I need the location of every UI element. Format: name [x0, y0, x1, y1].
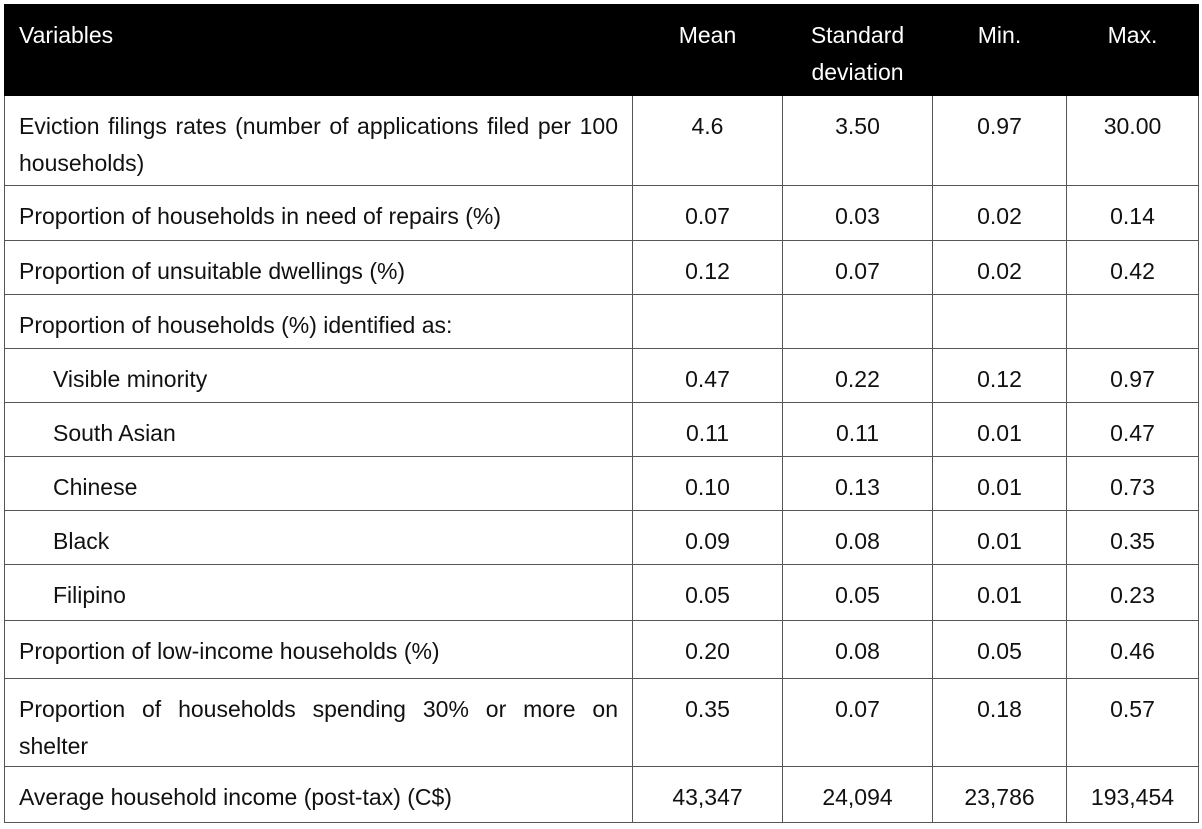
table-row: Visible minority 0.47 0.22 0.12 0.97	[4, 348, 1199, 403]
value-cell	[932, 294, 1067, 349]
table-row: Average household income (post-tax) (C$)…	[4, 766, 1199, 823]
value-cell: 0.08	[782, 620, 933, 679]
value-cell: 0.97	[1066, 348, 1199, 403]
value-cell: 0.05	[782, 564, 933, 621]
header-cell: Standard deviation	[782, 4, 933, 96]
row-label: Proportion of low-income households (%)	[4, 620, 633, 679]
row-label: Visible minority	[4, 348, 633, 403]
table-row: Proportion of households in need of repa…	[4, 185, 1199, 241]
value-cell: 0.35	[1066, 510, 1199, 565]
value-cell: 0.73	[1066, 456, 1199, 511]
value-cell: 0.18	[932, 678, 1067, 767]
value-cell: 4.6	[632, 95, 783, 186]
value-cell: 0.01	[932, 402, 1067, 457]
table-row: Black 0.09 0.08 0.01 0.35	[4, 510, 1199, 565]
header-row: Variables Mean Standard deviation Min. Max.	[4, 4, 1199, 96]
value-cell: 0.01	[932, 456, 1067, 511]
value-cell: 0.14	[1066, 185, 1199, 241]
table-row: South Asian 0.11 0.11 0.01 0.47	[4, 402, 1199, 457]
value-cell: 3.50	[782, 95, 933, 186]
row-label: Proportion of households (%) identified …	[4, 294, 633, 349]
row-label: Proportion of households in need of repa…	[4, 185, 633, 241]
value-cell: 0.57	[1066, 678, 1199, 767]
table-row: Proportion of unsuitable dwellings (%) 0.…	[4, 240, 1199, 295]
table-row: Filipino 0.05 0.05 0.01 0.23	[4, 564, 1199, 621]
value-cell: 0.22	[782, 348, 933, 403]
header-cell: Mean	[632, 4, 783, 96]
value-cell: 193,454	[1066, 766, 1199, 823]
row-label: Chinese	[4, 456, 633, 511]
value-cell: 0.05	[632, 564, 783, 621]
row-label: Average household income (post-tax) (C$)	[4, 766, 633, 823]
header-cell: Variables	[4, 4, 633, 96]
value-cell: 0.01	[932, 510, 1067, 565]
value-cell: 0.03	[782, 185, 933, 241]
value-cell: 0.07	[632, 185, 783, 241]
value-cell: 0.09	[632, 510, 783, 565]
value-cell: 0.47	[1066, 402, 1199, 457]
value-cell: 0.47	[632, 348, 783, 403]
value-cell: 0.46	[1066, 620, 1199, 679]
row-label: Eviction filings rates (number of applic…	[4, 95, 633, 186]
table-row: Eviction filings rates (number of applic…	[4, 95, 1199, 186]
summary-table: Variables Mean Standard deviation Min. Max. …	[4, 4, 1199, 823]
table-row: Proportion of households (%) identified …	[4, 294, 1199, 349]
row-label: Proportion of households spending 30% or…	[4, 678, 633, 767]
value-cell: 0.07	[782, 240, 933, 295]
value-cell: 0.97	[932, 95, 1067, 186]
value-cell: 0.02	[932, 185, 1067, 241]
table-row: Proportion of low-income households (%) 0…	[4, 620, 1199, 679]
value-cell: 0.20	[632, 620, 783, 679]
value-cell: 0.13	[782, 456, 933, 511]
header-cell: Min.	[932, 4, 1067, 96]
value-cell: 0.12	[632, 240, 783, 295]
value-cell: 0.12	[932, 348, 1067, 403]
value-cell: 0.35	[632, 678, 783, 767]
value-cell: 0.11	[632, 402, 783, 457]
value-cell	[632, 294, 783, 349]
value-cell: 30.00	[1066, 95, 1199, 186]
row-label: Filipino	[4, 564, 633, 621]
value-cell: 0.05	[932, 620, 1067, 679]
header-cell: Max.	[1066, 4, 1199, 96]
value-cell: 24,094	[782, 766, 933, 823]
value-cell: 43,347	[632, 766, 783, 823]
value-cell: 0.11	[782, 402, 933, 457]
table-row: Proportion of households spending 30% or…	[4, 678, 1199, 767]
value-cell: 0.02	[932, 240, 1067, 295]
value-cell: 23,786	[932, 766, 1067, 823]
table-row: Chinese 0.10 0.13 0.01 0.73	[4, 456, 1199, 511]
value-cell: 0.23	[1066, 564, 1199, 621]
value-cell: 0.08	[782, 510, 933, 565]
row-label: Proportion of unsuitable dwellings (%)	[4, 240, 633, 295]
value-cell: 0.10	[632, 456, 783, 511]
row-label: South Asian	[4, 402, 633, 457]
value-cell	[1066, 294, 1199, 349]
value-cell	[782, 294, 933, 349]
value-cell: 0.07	[782, 678, 933, 767]
value-cell: 0.01	[932, 564, 1067, 621]
row-label: Black	[4, 510, 633, 565]
value-cell: 0.42	[1066, 240, 1199, 295]
